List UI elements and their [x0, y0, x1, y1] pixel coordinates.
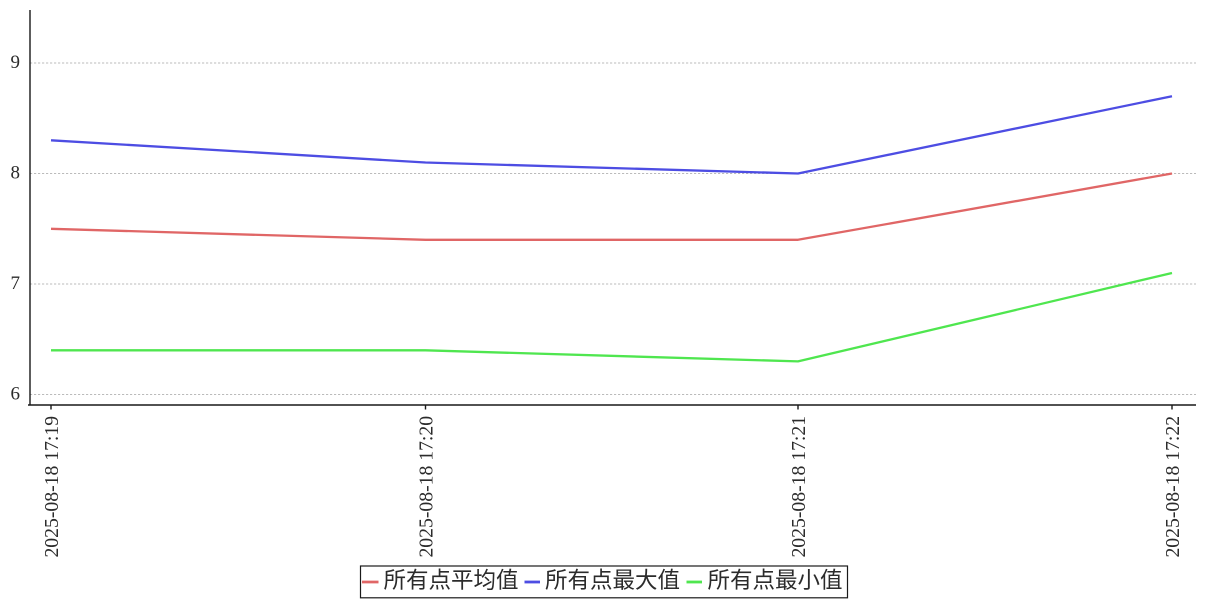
svg-text:2025-08-18 17:20: 2025-08-18 17:20	[416, 416, 438, 558]
svg-text:所有点最小值: 所有点最小值	[708, 568, 843, 593]
svg-text:2025-08-18 17:19: 2025-08-18 17:19	[41, 416, 63, 558]
svg-text:2025-08-18 17:21: 2025-08-18 17:21	[788, 416, 810, 558]
svg-text:8: 8	[11, 163, 21, 184]
svg-text:2025-08-18 17:22: 2025-08-18 17:22	[1162, 416, 1184, 558]
svg-text:9: 9	[11, 52, 21, 73]
svg-text:所有点最大值: 所有点最大值	[545, 568, 680, 593]
svg-text:7: 7	[11, 273, 21, 294]
svg-text:6: 6	[11, 384, 21, 405]
svg-text:所有点平均值: 所有点平均值	[384, 568, 519, 593]
